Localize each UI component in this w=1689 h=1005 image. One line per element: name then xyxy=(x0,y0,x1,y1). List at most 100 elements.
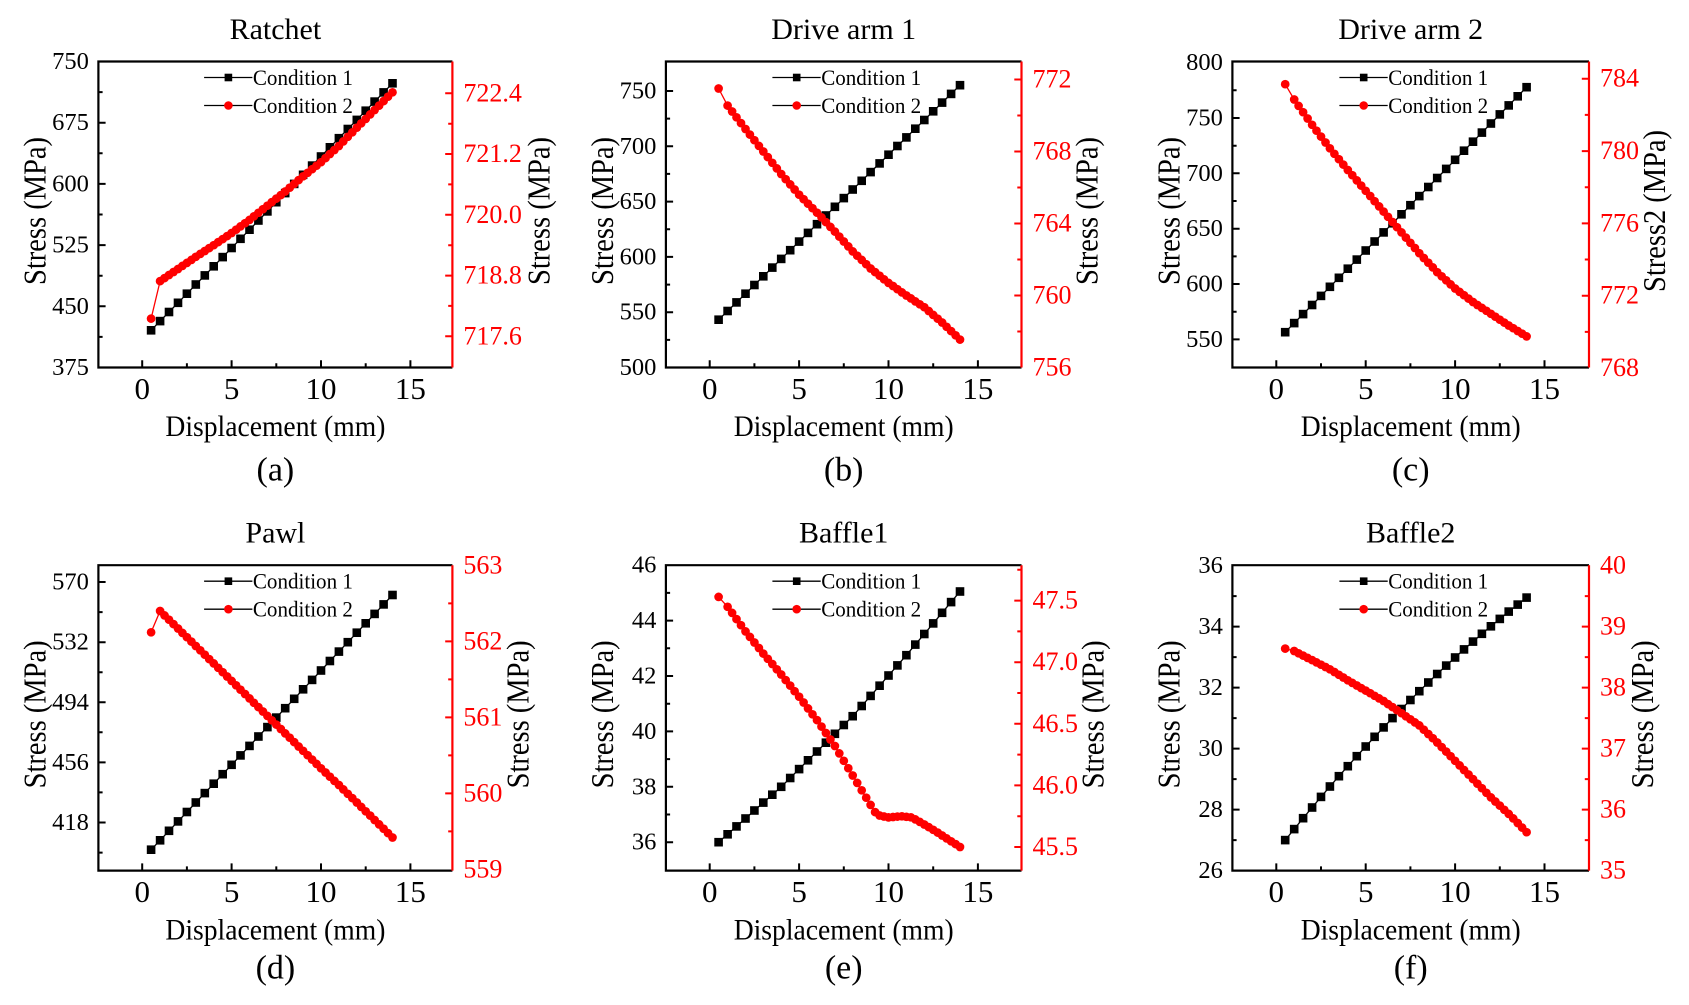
svg-text:Stress (MPa): Stress (MPa) xyxy=(16,640,52,788)
svg-text:Stress (MPa): Stress (MPa) xyxy=(1150,137,1186,285)
svg-text:650: 650 xyxy=(1186,215,1223,242)
svg-text:570: 570 xyxy=(52,569,89,596)
svg-text:600: 600 xyxy=(52,170,89,197)
svg-text:5: 5 xyxy=(1358,874,1374,909)
svg-text:Displacement (mm): Displacement (mm) xyxy=(165,410,385,443)
svg-text:15: 15 xyxy=(962,874,993,909)
svg-text:35: 35 xyxy=(1600,856,1626,885)
svg-text:15: 15 xyxy=(395,874,426,909)
svg-text:5: 5 xyxy=(791,874,807,909)
svg-text:494: 494 xyxy=(52,689,89,716)
svg-text:(d): (d) xyxy=(256,950,296,987)
svg-text:768: 768 xyxy=(1600,353,1639,382)
svg-text:550: 550 xyxy=(1186,326,1223,353)
svg-text:10: 10 xyxy=(873,371,904,406)
svg-text:Stress (MPa): Stress (MPa) xyxy=(1624,640,1660,788)
svg-text:772: 772 xyxy=(1033,65,1072,94)
svg-text:Displacement (mm): Displacement (mm) xyxy=(1301,913,1521,946)
svg-text:10: 10 xyxy=(306,371,337,406)
svg-text:750: 750 xyxy=(1186,105,1223,132)
svg-text:722.4: 722.4 xyxy=(463,78,522,107)
svg-text:Stress (MPa): Stress (MPa) xyxy=(1150,640,1186,788)
svg-text:37: 37 xyxy=(1600,734,1626,763)
svg-text:764: 764 xyxy=(1033,209,1072,238)
svg-text:718.8: 718.8 xyxy=(463,261,522,290)
svg-text:525: 525 xyxy=(52,232,89,259)
svg-text:15: 15 xyxy=(395,371,426,406)
svg-text:561: 561 xyxy=(463,702,502,731)
svg-text:38: 38 xyxy=(1600,673,1626,702)
svg-text:772: 772 xyxy=(1600,281,1639,310)
svg-text:550: 550 xyxy=(620,299,657,326)
svg-text:532: 532 xyxy=(52,629,89,656)
svg-text:(c): (c) xyxy=(1392,452,1430,489)
svg-text:15: 15 xyxy=(1529,371,1560,406)
svg-text:600: 600 xyxy=(620,243,657,270)
svg-text:Condition 2: Condition 2 xyxy=(253,93,353,118)
svg-text:418: 418 xyxy=(52,809,89,836)
svg-text:776: 776 xyxy=(1600,208,1639,237)
svg-text:Ratchet: Ratchet xyxy=(230,13,322,46)
svg-text:Condition 1: Condition 1 xyxy=(821,569,921,594)
svg-text:34: 34 xyxy=(1198,613,1223,640)
svg-text:700: 700 xyxy=(620,133,657,160)
svg-text:36: 36 xyxy=(632,829,657,856)
svg-text:Stress2 (MPa): Stress2 (MPa) xyxy=(1636,130,1672,292)
svg-text:Stress (MPa): Stress (MPa) xyxy=(1069,137,1105,285)
svg-text:375: 375 xyxy=(52,354,89,381)
svg-text:562: 562 xyxy=(463,626,502,655)
svg-text:750: 750 xyxy=(52,48,89,75)
svg-text:Condition 2: Condition 2 xyxy=(253,597,353,622)
svg-text:700: 700 xyxy=(1186,160,1223,187)
svg-text:Stress (MPa): Stress (MPa) xyxy=(1075,640,1111,788)
svg-text:(e): (e) xyxy=(825,950,863,987)
svg-text:Stress (MPa): Stress (MPa) xyxy=(499,640,535,788)
svg-text:780: 780 xyxy=(1600,136,1639,165)
svg-text:0: 0 xyxy=(702,874,718,909)
svg-text:760: 760 xyxy=(1033,281,1072,310)
svg-text:5: 5 xyxy=(224,371,240,406)
svg-text:46.5: 46.5 xyxy=(1033,709,1079,738)
svg-text:45.5: 45.5 xyxy=(1033,832,1079,861)
svg-text:Condition 1: Condition 1 xyxy=(253,569,353,594)
svg-text:Displacement (mm): Displacement (mm) xyxy=(734,913,954,946)
svg-text:675: 675 xyxy=(52,109,89,136)
svg-text:Stress (MPa): Stress (MPa) xyxy=(584,137,620,285)
svg-text:Baffle2: Baffle2 xyxy=(1366,517,1455,550)
svg-text:768: 768 xyxy=(1033,137,1072,166)
svg-text:15: 15 xyxy=(962,371,993,406)
svg-text:10: 10 xyxy=(873,874,904,909)
svg-text:(b): (b) xyxy=(824,452,864,489)
svg-text:Condition 1: Condition 1 xyxy=(1388,65,1488,90)
svg-text:44: 44 xyxy=(632,607,657,634)
svg-text:0: 0 xyxy=(134,874,150,909)
svg-text:Condition 2: Condition 2 xyxy=(1388,93,1488,118)
svg-text:Condition 2: Condition 2 xyxy=(821,597,921,622)
svg-text:0: 0 xyxy=(134,371,150,406)
svg-text:560: 560 xyxy=(463,778,502,807)
svg-text:Condition 2: Condition 2 xyxy=(821,93,921,118)
svg-text:Stress (MPa): Stress (MPa) xyxy=(520,137,556,285)
svg-text:0: 0 xyxy=(1269,874,1285,909)
svg-text:Condition 1: Condition 1 xyxy=(821,65,921,90)
svg-text:10: 10 xyxy=(1440,874,1471,909)
svg-text:559: 559 xyxy=(463,854,502,883)
svg-text:563: 563 xyxy=(463,550,502,579)
svg-text:5: 5 xyxy=(791,371,807,406)
svg-text:42: 42 xyxy=(632,663,657,690)
svg-text:10: 10 xyxy=(306,874,337,909)
svg-text:0: 0 xyxy=(702,371,718,406)
svg-text:Drive arm 1: Drive arm 1 xyxy=(771,13,916,46)
svg-text:32: 32 xyxy=(1198,674,1223,701)
svg-text:Condition 1: Condition 1 xyxy=(253,65,353,90)
svg-text:40: 40 xyxy=(632,718,657,745)
svg-text:30: 30 xyxy=(1198,735,1223,762)
svg-text:40: 40 xyxy=(1600,551,1626,580)
svg-text:10: 10 xyxy=(1440,371,1471,406)
svg-text:Stress (MPa): Stress (MPa) xyxy=(16,137,52,285)
svg-text:(f): (f) xyxy=(1394,950,1428,987)
svg-text:(a): (a) xyxy=(257,452,295,489)
svg-text:750: 750 xyxy=(620,78,657,105)
svg-text:717.6: 717.6 xyxy=(463,321,522,350)
svg-text:450: 450 xyxy=(52,293,89,320)
